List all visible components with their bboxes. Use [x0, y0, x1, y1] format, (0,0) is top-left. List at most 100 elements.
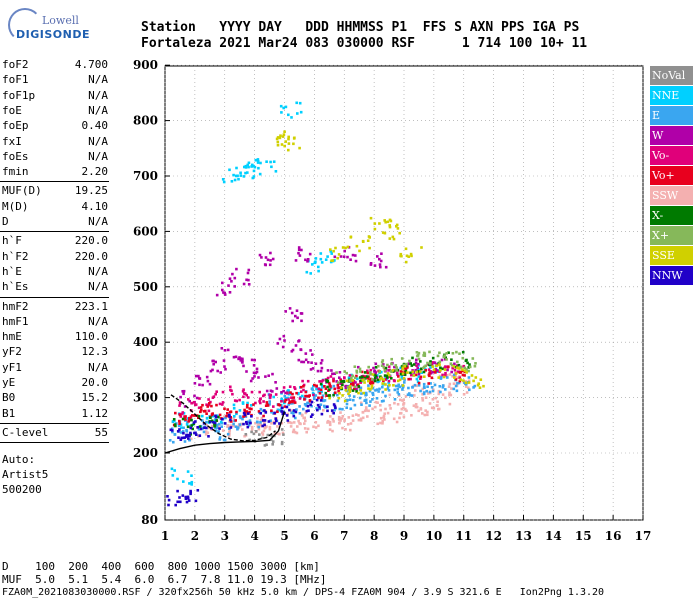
- point-w: [269, 259, 272, 262]
- point-vo-: [245, 393, 248, 397]
- point-ssw: [344, 428, 347, 431]
- point-vo-: [243, 410, 247, 413]
- point-e: [215, 423, 219, 427]
- point-nne: [236, 174, 239, 178]
- x-tick-label: 16: [605, 529, 622, 543]
- point-vo-: [293, 386, 296, 389]
- point-vo-: [257, 410, 261, 413]
- point-x-: [346, 385, 350, 389]
- point-sse: [287, 148, 290, 152]
- point-vo-: [455, 364, 459, 367]
- point-nnw: [214, 415, 218, 419]
- point-nnw: [218, 427, 221, 430]
- point-ssw: [413, 394, 416, 397]
- point-vo-: [229, 388, 232, 392]
- point-sse: [337, 253, 341, 256]
- point-x-: [186, 425, 190, 429]
- point-e: [375, 388, 379, 391]
- point-w: [309, 349, 312, 352]
- point-e: [408, 392, 411, 395]
- lower-trace: [170, 394, 276, 442]
- point-w: [197, 374, 200, 378]
- point-sse: [348, 388, 351, 392]
- point-ssw: [364, 406, 368, 409]
- point-noval: [252, 432, 256, 436]
- point-ssw: [289, 425, 293, 428]
- point-vo-: [207, 403, 211, 407]
- point-ssw: [239, 424, 242, 428]
- point-sse: [344, 246, 347, 250]
- param-name: M(D): [2, 199, 29, 213]
- point-w: [326, 369, 330, 372]
- point-e: [323, 399, 327, 402]
- legend-item-w: W: [650, 126, 693, 145]
- point-w: [193, 394, 196, 398]
- param-name: foE: [2, 103, 22, 117]
- point-nnw: [212, 420, 215, 424]
- point-nne: [319, 257, 323, 261]
- point-nnw: [309, 415, 313, 418]
- point-vo-: [200, 408, 203, 412]
- point-ssw: [381, 422, 384, 425]
- point-x-: [359, 370, 362, 373]
- point-w: [264, 256, 268, 259]
- point-x-: [447, 351, 450, 354]
- legend-item-e: E: [650, 106, 693, 125]
- point-nne: [244, 171, 247, 175]
- point-nnw: [245, 422, 249, 426]
- point-sse: [439, 369, 442, 372]
- point-ssw: [448, 373, 452, 376]
- param-value: 220.0: [74, 234, 108, 248]
- point-x-: [403, 373, 407, 376]
- point-sse: [336, 256, 339, 260]
- point-sse: [328, 396, 331, 400]
- param-separator: [0, 442, 109, 444]
- point-w: [291, 319, 294, 323]
- point-w: [339, 382, 342, 385]
- point-ssw: [261, 433, 265, 436]
- param-row: h`F2 220.0: [2, 250, 108, 264]
- point-x-: [417, 351, 421, 355]
- y-tick-label: 500: [133, 280, 158, 294]
- point-ssw: [421, 397, 424, 400]
- point-nne: [298, 101, 302, 105]
- point-w: [239, 359, 243, 362]
- point-ssw: [448, 391, 451, 395]
- param-value: N/A: [88, 264, 108, 278]
- logo-brand: Lowell: [42, 14, 79, 27]
- point-w: [429, 372, 433, 375]
- point-vo-: [199, 406, 203, 409]
- point-w: [274, 381, 277, 384]
- point-x-: [371, 378, 374, 381]
- point-nne: [182, 480, 185, 483]
- point-w: [241, 359, 244, 362]
- point-e: [381, 385, 384, 389]
- point-sse: [384, 383, 387, 386]
- point-ssw: [379, 416, 383, 420]
- point-vo-: [242, 415, 245, 418]
- point-w: [310, 361, 313, 364]
- point-nnw: [177, 436, 180, 439]
- point-w: [297, 246, 301, 249]
- point-sse: [358, 249, 361, 253]
- point-w: [257, 376, 260, 379]
- point-nnw: [178, 428, 181, 431]
- point-ssw: [383, 412, 386, 415]
- point-vo-: [366, 369, 369, 373]
- point-ssw: [250, 428, 254, 431]
- point-ssw: [303, 427, 307, 430]
- point-sse: [482, 384, 485, 388]
- point-x-: [405, 362, 408, 366]
- point-ssw: [331, 417, 335, 421]
- point-vo-: [329, 375, 333, 378]
- point-x-: [390, 369, 393, 373]
- point-vo-: [184, 418, 187, 421]
- point-x-: [408, 359, 411, 363]
- point-e: [291, 412, 295, 415]
- point-ssw: [376, 401, 379, 404]
- point-vo-: [187, 419, 191, 422]
- point-nnw: [325, 405, 329, 408]
- point-vo-: [192, 401, 196, 404]
- point-sse: [348, 390, 352, 393]
- point-w: [297, 358, 301, 362]
